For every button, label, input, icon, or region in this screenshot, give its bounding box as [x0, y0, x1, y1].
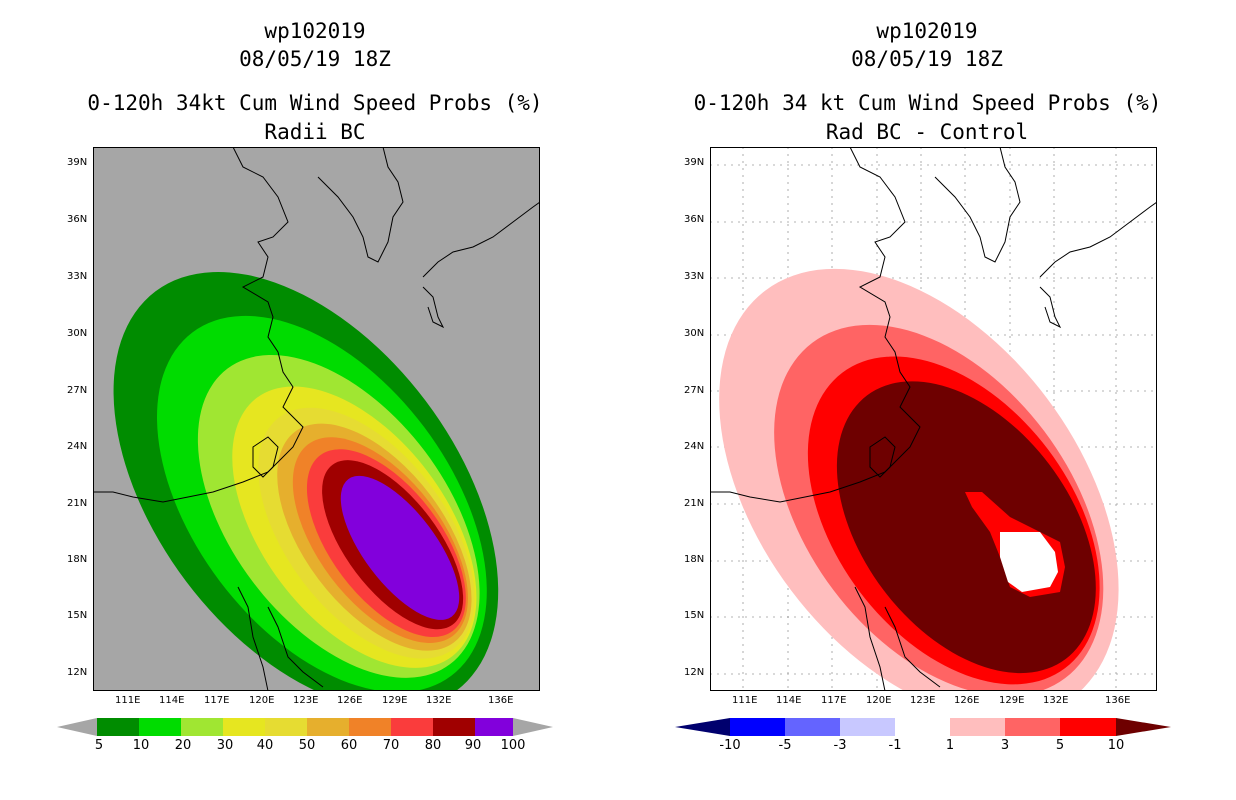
right-colorbar-label: 10	[1107, 738, 1125, 753]
right-colorbar-cell	[730, 718, 785, 736]
right-colorbar-label: -10	[719, 738, 741, 753]
right-lat-label: 21N	[684, 498, 705, 509]
right-lon-label: 123E	[910, 695, 936, 706]
left-lat-label: 33N	[67, 271, 88, 282]
left-lat-label: 30N	[67, 328, 88, 339]
right-lon-label: 132E	[1043, 695, 1069, 706]
left-lat-label: 15N	[67, 610, 88, 621]
right-lon-label: 129E	[999, 695, 1025, 706]
left-title-product: 0-120h 34kt Cum Wind Speed Probs (%)	[87, 91, 543, 115]
right-colorbar-label: 5	[1055, 738, 1065, 753]
left-lon-label: 111E	[115, 695, 141, 706]
right-diff-neutral-area	[1000, 532, 1058, 592]
right-lat-label: 18N	[684, 554, 705, 565]
left-lat-label: 27N	[67, 385, 88, 396]
left-lat-label: 39N	[67, 157, 88, 168]
right-lat-label: 39N	[684, 157, 705, 168]
right-title-subtitle: Rad BC - Control	[825, 120, 1029, 144]
left-lon-label: 114E	[159, 695, 185, 706]
right-lat-label: 30N	[684, 328, 705, 339]
right-lon-label: 117E	[821, 695, 847, 706]
left-colorbar-label: 30	[216, 738, 234, 753]
right-colorbar-label: -1	[888, 738, 902, 753]
left-colorbar-cell	[97, 718, 139, 736]
right-colorbar-cell	[895, 718, 950, 736]
left-lon-label: 129E	[382, 695, 408, 706]
left-colorbar	[57, 718, 553, 736]
left-lon-label: 132E	[426, 695, 452, 706]
left-prob-90	[340, 475, 460, 620]
right-coastlines	[710, 147, 1157, 691]
left-colorbar-high-arrow	[513, 718, 553, 736]
right-colorbar-cell	[840, 718, 895, 736]
left-colorbar-label: 5	[94, 738, 104, 753]
left-colorbar-label: 40	[256, 738, 274, 753]
right-colorbar-cell	[1005, 718, 1060, 736]
right-lon-label: 114E	[776, 695, 802, 706]
right-colorbar-cell	[1060, 718, 1116, 736]
right-lon-label: 120E	[866, 695, 892, 706]
right-colorbar-high-arrow	[1116, 718, 1171, 736]
right-lat-label: 27N	[684, 385, 705, 396]
left-colorbar-cell	[265, 718, 307, 736]
right-lat-label: 12N	[684, 667, 705, 678]
left-lon-label: 123E	[293, 695, 319, 706]
right-colorbar-label: -5	[778, 738, 792, 753]
left-colorbar-label: 20	[174, 738, 192, 753]
left-probability-field	[113, 271, 499, 691]
right-lat-label: 33N	[684, 271, 705, 282]
right-colorbar-cell	[950, 718, 1005, 736]
left-colorbar-label: 80	[424, 738, 442, 753]
left-colorbar-cell	[223, 718, 265, 736]
right-lat-label: 15N	[684, 610, 705, 621]
right-title-storm-id: wp102019	[876, 19, 978, 43]
left-colorbar-cell	[139, 718, 181, 736]
left-colorbar-low-arrow	[57, 718, 97, 736]
left-colorbar-label: 10	[132, 738, 150, 753]
left-colorbar-label: 100	[500, 738, 526, 753]
right-colorbar-label: 1	[945, 738, 955, 753]
right-colorbar-label: 3	[1000, 738, 1010, 753]
left-title-storm-id: wp102019	[264, 19, 366, 43]
left-lon-label: 117E	[204, 695, 230, 706]
left-colorbar-cell	[181, 718, 223, 736]
right-difference-field	[719, 268, 1119, 691]
right-title-datetime: 08/05/19 18Z	[851, 47, 1003, 71]
left-lat-label: 18N	[67, 554, 88, 565]
right-colorbar-cell	[785, 718, 840, 736]
left-title-datetime: 08/05/19 18Z	[239, 47, 391, 71]
right-colorbar-low-arrow	[675, 718, 730, 736]
left-title-subtitle: Radii BC	[264, 120, 366, 144]
left-map	[93, 147, 540, 691]
left-lat-label: 24N	[67, 441, 88, 452]
left-lat-label: 36N	[67, 214, 88, 225]
left-coastlines	[93, 147, 540, 691]
left-colorbar-label: 60	[340, 738, 358, 753]
left-colorbar-cell	[307, 718, 349, 736]
left-colorbar-label: 50	[298, 738, 316, 753]
left-colorbar-cell	[391, 718, 433, 736]
left-lat-label: 12N	[67, 667, 88, 678]
left-lon-label: 136E	[488, 695, 514, 706]
left-lon-label: 126E	[337, 695, 363, 706]
left-colorbar-cell	[349, 718, 391, 736]
right-lon-label: 126E	[954, 695, 980, 706]
right-colorbar-label: -3	[833, 738, 847, 753]
right-diff-over-10	[836, 381, 1096, 674]
right-map	[710, 147, 1157, 691]
right-lon-label: 111E	[732, 695, 758, 706]
left-lat-label: 21N	[67, 498, 88, 509]
left-colorbar-label: 90	[464, 738, 482, 753]
right-lon-label: 136E	[1105, 695, 1131, 706]
right-title-product: 0-120h 34 kt Cum Wind Speed Probs (%)	[693, 91, 1162, 115]
left-colorbar-cell	[475, 718, 513, 736]
right-colorbar	[675, 718, 1171, 736]
left-colorbar-cell	[433, 718, 475, 736]
right-lat-label: 24N	[684, 441, 705, 452]
right-lat-label: 36N	[684, 214, 705, 225]
left-colorbar-label: 70	[382, 738, 400, 753]
left-lon-label: 120E	[249, 695, 275, 706]
